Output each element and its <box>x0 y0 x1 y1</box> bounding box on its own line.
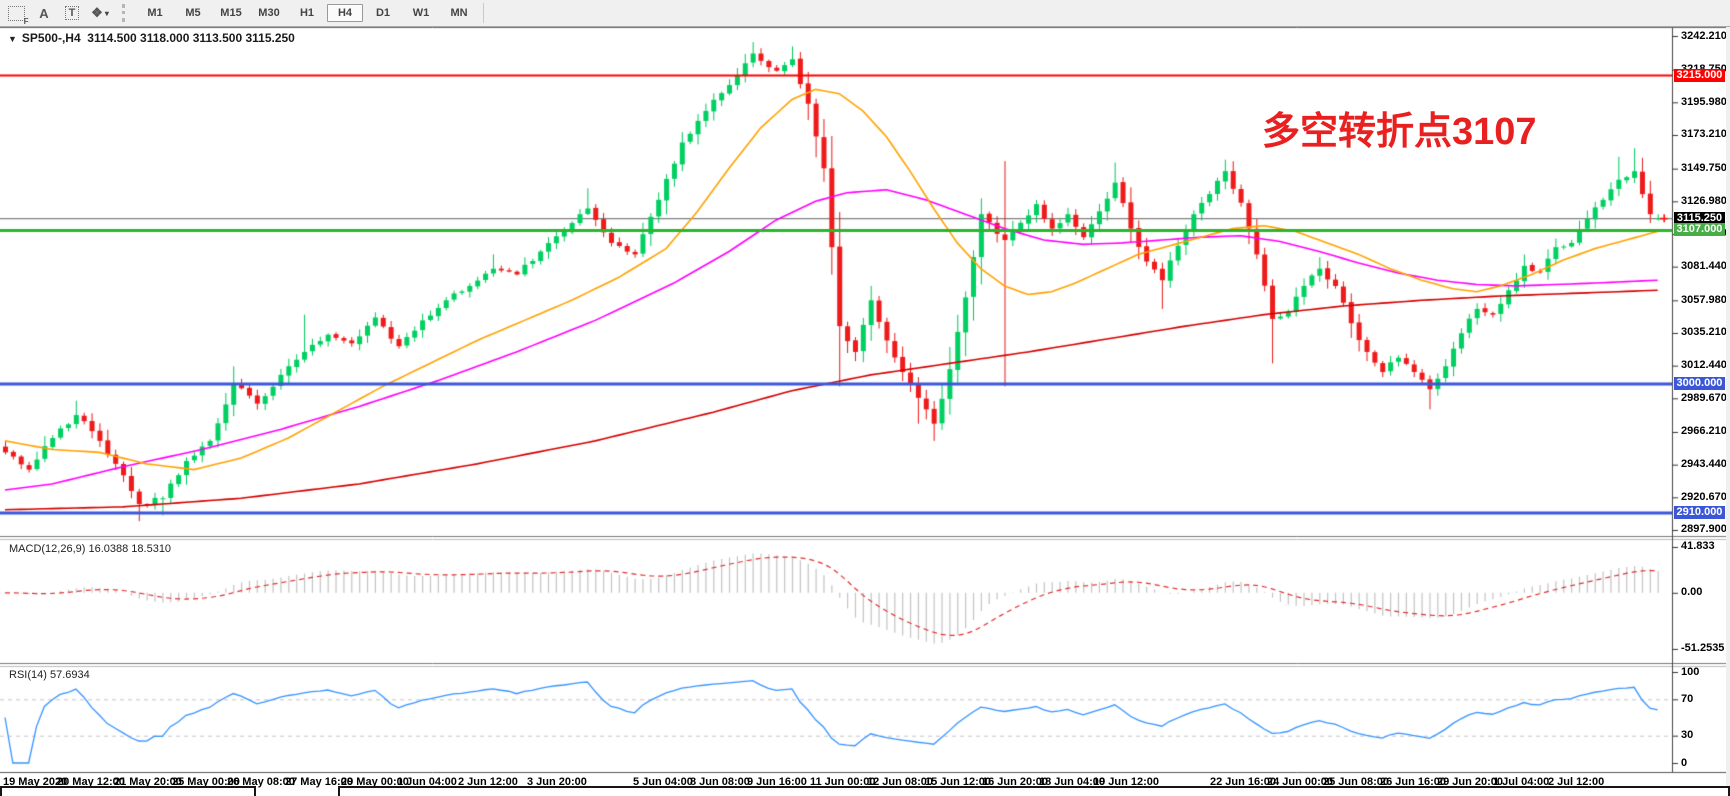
time-axis-label: 29 Jun 20:00 <box>1437 776 1504 788</box>
ohlc-values: 3114.500 3118.000 3113.500 3115.250 <box>87 31 295 45</box>
arrow-objects-icon[interactable]: ❖ ▾ <box>91 5 109 20</box>
chart-toolbar: F A T ❖ ▾ M1 M5 M15 M30 H1 H4 D1 W1 MN <box>0 0 1730 27</box>
window-edge-strip <box>1726 27 1730 796</box>
time-axis-label: 29 May 00:00 <box>341 776 409 788</box>
chevron-down-icon: ▾ <box>104 8 109 18</box>
time-axis-label: 18 Jun 04:00 <box>1039 776 1106 788</box>
price-level-badge: 3215.000 <box>1674 68 1725 82</box>
symbol-timeframe-label: SP500-,H4 <box>21 31 81 45</box>
time-axis-label: 27 May 16:00 <box>285 776 353 788</box>
time-axis-label: 16 Jun 20:00 <box>982 776 1049 788</box>
chart-title: ▼ SP500-,H4 3114.500 3118.000 3113.500 31… <box>8 31 295 45</box>
rsi-axis-tick: 0 <box>1681 756 1688 769</box>
time-axis-label: 24 Jun 00:00 <box>1267 776 1334 788</box>
price-axis-tick: 3126.980 <box>1681 194 1727 207</box>
price-axis-tick: 3173.210 <box>1681 128 1727 141</box>
time-axis-label: 1 Jun 04:00 <box>397 776 457 788</box>
time-axis-label: 5 Jun 04:00 <box>633 776 693 788</box>
price-axis-tick: 3242.210 <box>1681 29 1727 42</box>
timeframe-button-m30[interactable]: M30 <box>258 7 280 19</box>
macd-indicator-label: MACD(12,26,9) 16.0388 18.5310 <box>9 543 172 555</box>
time-axis-label: 3 Jun 20:00 <box>527 776 587 788</box>
timeframe-button-d1[interactable]: D1 <box>375 7 391 19</box>
time-axis-label: 19 May 2020 <box>3 776 68 788</box>
price-level-badge: 3115.250 <box>1674 211 1725 225</box>
timeframe-button-w1[interactable]: W1 <box>412 7 430 19</box>
time-axis-label: 26 Jun 16:00 <box>1380 776 1447 788</box>
time-axis-label: 25 May 00:00 <box>172 776 240 788</box>
timeframe-button-h4[interactable]: H4 <box>327 4 363 22</box>
time-axis-label: 15 Jun 12:00 <box>925 776 992 788</box>
timeframe-button-m15[interactable]: M15 <box>220 7 242 19</box>
text-box-icon[interactable]: T <box>60 3 84 23</box>
price-level-badge: 3000.000 <box>1674 376 1725 390</box>
time-axis-label: 2 Jul 12:00 <box>1548 776 1605 788</box>
toolbar-grip[interactable] <box>122 4 130 22</box>
macd-axis-tick: 0.00 <box>1681 586 1703 599</box>
rsi-indicator-label: RSI(14) 57.6934 <box>9 669 90 681</box>
time-axis-label: 20 May 12:00 <box>57 776 125 788</box>
macd-axis-tick: -51.2535 <box>1681 642 1725 655</box>
macd-axis-tick: 41.833 <box>1681 540 1715 553</box>
price-axis-tick: 3035.210 <box>1681 326 1727 339</box>
price-axis-tick: 2897.900 <box>1681 523 1727 536</box>
docked-panel-edge-left <box>0 786 256 796</box>
price-axis-tick: 3057.980 <box>1681 293 1727 306</box>
price-axis-tick: 3081.440 <box>1681 260 1727 273</box>
price-axis-tick: 3195.980 <box>1681 95 1727 108</box>
price-level-badge: 3107.000 <box>1674 223 1725 237</box>
price-level-badge: 2910.000 <box>1674 506 1725 520</box>
cursor-anchor-icon[interactable]: F <box>4 3 29 26</box>
time-axis-label: 19 Jun 12:00 <box>1093 776 1160 788</box>
docked-panel-edge-right <box>338 786 1730 796</box>
toolbar-separator <box>483 3 484 23</box>
time-axis-label: 9 Jun 16:00 <box>747 776 807 788</box>
timeframe-button-m1[interactable]: M1 <box>147 7 163 19</box>
symbol-dropdown-icon[interactable]: ▼ <box>8 34 17 44</box>
price-axis-tick: 3149.750 <box>1681 162 1727 175</box>
time-axis-label: 26 May 08:00 <box>227 776 295 788</box>
timeframe-button-m5[interactable]: M5 <box>185 7 201 19</box>
rsi-axis-tick: 70 <box>1681 692 1694 705</box>
timeframe-button-mn[interactable]: MN <box>450 7 468 19</box>
chart-text-annotation[interactable]: 多空转折点3107 <box>1262 111 1537 153</box>
time-axis-label: 25 Jun 08:00 <box>1323 776 1390 788</box>
time-axis-label: 8 Jun 08:00 <box>690 776 750 788</box>
price-axis-tick: 2943.440 <box>1681 458 1727 471</box>
text-label-icon[interactable]: A <box>39 5 49 21</box>
time-axis-label: 2 Jun 12:00 <box>458 776 518 788</box>
time-axis-label: 22 Jun 16:00 <box>1210 776 1277 788</box>
price-axis-tick: 2920.670 <box>1681 490 1727 503</box>
time-axis-label: 21 May 20:00 <box>114 776 182 788</box>
price-axis-tick: 2989.670 <box>1681 391 1727 404</box>
price-axis-tick: 3012.440 <box>1681 359 1727 372</box>
rsi-axis-tick: 100 <box>1681 665 1700 678</box>
price-axis-tick: 2966.210 <box>1681 425 1727 438</box>
time-axis-label: 12 Jun 08:00 <box>867 776 934 788</box>
rsi-axis-tick: 30 <box>1681 729 1694 742</box>
time-axis-label: 11 Jun 00:00 <box>810 776 876 788</box>
timeframe-button-h1[interactable]: H1 <box>299 7 315 19</box>
time-axis-label: 1 Jul 04:00 <box>1493 776 1550 788</box>
